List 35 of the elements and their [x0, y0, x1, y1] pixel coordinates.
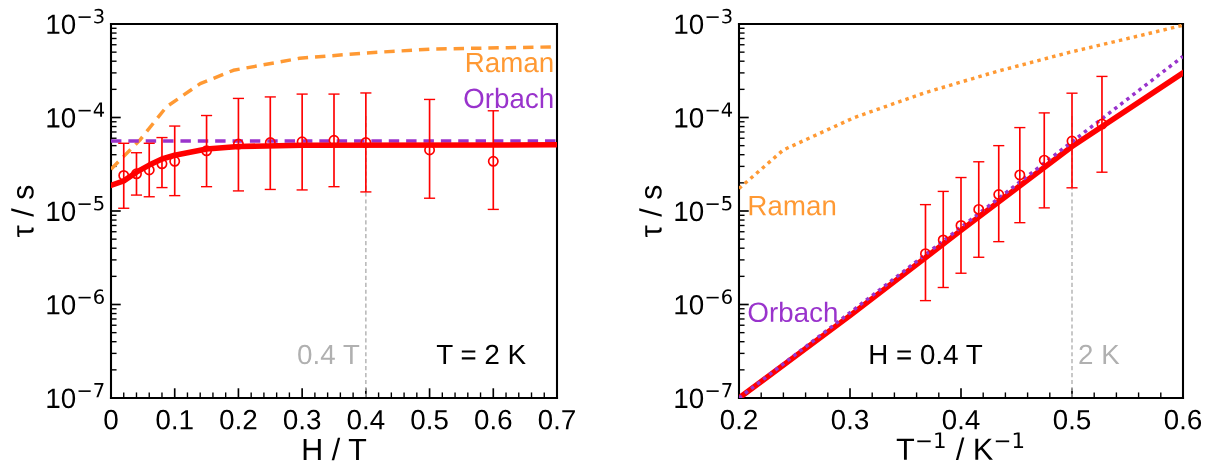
x-tick-label: 0.4 — [942, 409, 980, 430]
x-tick-label: 0.2 — [720, 409, 757, 430]
x-tick-label: 0.4 — [347, 409, 385, 430]
series-label: Raman — [749, 196, 836, 216]
x-axis-title: H / T — [303, 437, 367, 461]
series-label: Orbach — [748, 301, 837, 323]
x-tick-label: 0.1 — [156, 409, 193, 430]
x-tick-label: 0.3 — [283, 409, 321, 430]
y-tick-label: 10$^{−7}$ — [675, 383, 732, 409]
x-tick-label: 0.5 — [411, 409, 448, 430]
ref-line-label: 0.4 T — [298, 344, 360, 365]
x-tick-label: 0.3 — [831, 409, 869, 430]
ref-line-label: 2 K — [1079, 344, 1120, 365]
y-tick-label: 10$^{−6}$ — [675, 289, 732, 315]
y-axis-title: τ / s — [639, 185, 662, 237]
y-tick-label: 10$^{−5}$ — [675, 196, 732, 222]
x-axis-title: T$^{−1}$ / K$^{−1}$ — [896, 432, 1024, 461]
y-axis-title: τ / s — [11, 185, 34, 237]
y-tick-label: 10$^{−3}$ — [675, 8, 732, 35]
series-label: Orbach — [464, 87, 553, 109]
annotation: T = 2 K — [436, 344, 526, 365]
y-tick-label: 10$^{−7}$ — [47, 383, 104, 409]
y-tick-label: 10$^{−3}$ — [47, 8, 104, 35]
x-tick-label: 0.6 — [1164, 409, 1202, 430]
x-tick-label: 0.6 — [475, 409, 512, 430]
y-tick-label: 10$^{−5}$ — [47, 196, 104, 222]
annotation: H = 0.4 T — [870, 344, 983, 365]
y-tick-label: 10$^{−4}$ — [675, 102, 733, 128]
x-tick-label: 0.2 — [220, 409, 257, 430]
series-label: Raman — [466, 52, 553, 73]
y-tick-label: 10$^{−4}$ — [47, 102, 105, 128]
x-tick-label: 0 — [104, 409, 118, 430]
x-tick-label: 0.5 — [1053, 409, 1091, 430]
x-tick-label: 0.7 — [538, 409, 575, 430]
y-tick-label: 10$^{−6}$ — [47, 289, 104, 315]
